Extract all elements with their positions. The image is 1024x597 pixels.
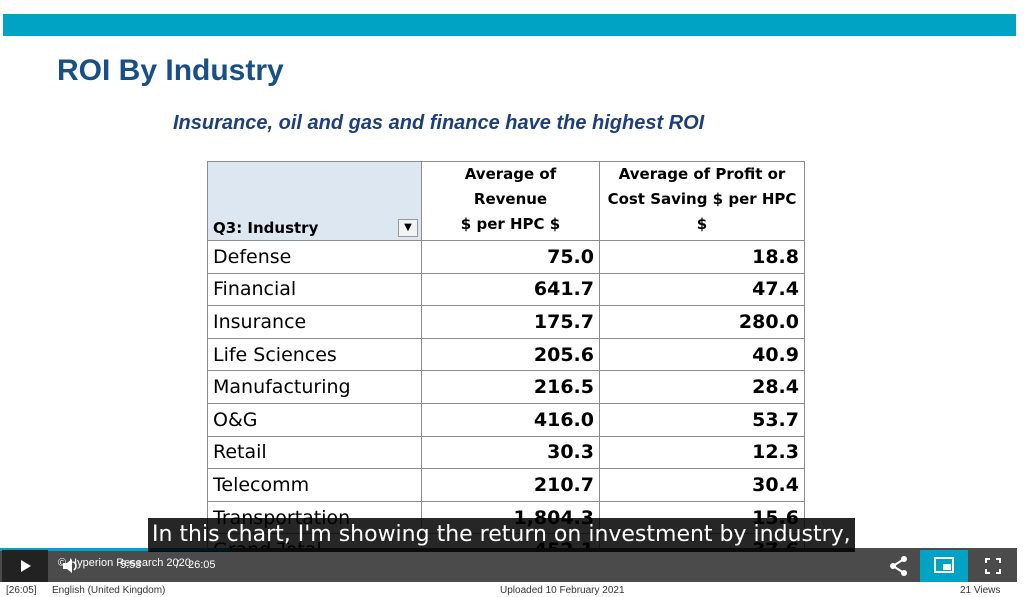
value-cell: 416.0 xyxy=(421,402,600,437)
value-cell: 75.0 xyxy=(421,240,600,274)
filter-button[interactable]: ▼ xyxy=(398,219,418,237)
industry-cell: O&G xyxy=(207,402,422,437)
table-row: Manufacturing 216.5 28.4 xyxy=(207,370,805,404)
footer-language: English (United Kingdom) xyxy=(52,585,166,596)
header-text: Average of Revenue xyxy=(464,165,557,208)
time-separator: / xyxy=(176,559,180,571)
value-cell: 205.6 xyxy=(421,337,600,372)
header-cell: Average of Revenue $ per HPC $ xyxy=(421,161,600,241)
industry-cell: Retail xyxy=(207,435,422,470)
value-cell: 210.7 xyxy=(421,468,600,502)
pip-button[interactable] xyxy=(920,550,968,582)
table-row: Life Sciences 205.6 40.9 xyxy=(207,337,805,372)
header-cell: Q3: Industry ▼ xyxy=(207,161,422,241)
industry-cell: Telecomm xyxy=(207,468,422,502)
play-icon xyxy=(21,560,31,572)
value-cell: 30.3 xyxy=(421,435,600,470)
pip-icon xyxy=(934,557,954,573)
industry-cell: Financial xyxy=(207,272,422,307)
top-bar xyxy=(3,14,1016,36)
slide-subtitle: Insurance, oil and gas and finance have … xyxy=(173,112,705,134)
value-cell: 30.4 xyxy=(599,468,805,502)
industry-cell: Defense xyxy=(207,240,422,274)
value-cell: 216.5 xyxy=(421,370,600,404)
table-row: Defense 75.0 18.8 xyxy=(207,240,805,274)
roi-table: Q3: Industry ▼ Average of Revenue $ per HPC… xyxy=(207,161,805,548)
duration: 26:05 xyxy=(188,559,216,571)
footer-views: 21 Views xyxy=(960,585,1001,596)
table-row: O&G 416.0 53.7 xyxy=(207,402,805,437)
header-text: Average of Profit or xyxy=(618,165,786,183)
share-button[interactable] xyxy=(888,555,910,577)
table-row: Retail 30.3 12.3 xyxy=(207,435,805,470)
slide-copyright: © Hyperion Research 2020 xyxy=(58,557,191,569)
value-cell: 12.3 xyxy=(599,435,805,470)
table-row: Telecomm 210.7 30.4 xyxy=(207,468,805,502)
value-cell: 53.7 xyxy=(599,402,805,437)
header-cell: Average of Profit or Cost Saving $ per HP… xyxy=(599,161,805,241)
footer-duration: [26:05] xyxy=(6,585,37,596)
value-cell: 18.8 xyxy=(599,240,805,274)
volume-icon[interactable] xyxy=(60,556,82,576)
table-row: Insurance 175.7 280.0 xyxy=(207,305,805,339)
header-row: Q3: Industry ▼ Average of Revenue $ per HPC… xyxy=(207,161,805,241)
current-time: 5:53 xyxy=(120,559,142,571)
header-text: Cost Saving $ per HPC $ xyxy=(607,190,797,233)
value-cell: 40.9 xyxy=(599,337,805,372)
slide-title: ROI By Industry xyxy=(57,54,284,87)
play-button[interactable] xyxy=(2,550,48,582)
value-cell: 175.7 xyxy=(421,305,600,339)
value-cell: 280.0 xyxy=(599,305,805,339)
industry-cell: Life Sciences xyxy=(207,337,422,372)
header-text: Q3: Industry xyxy=(213,219,319,237)
value-cell: 641.7 xyxy=(421,272,600,307)
industry-cell: Insurance xyxy=(207,305,422,339)
value-cell: 47.4 xyxy=(599,272,805,307)
control-bar xyxy=(0,548,1017,582)
footer-uploaded: Uploaded 10 February 2021 xyxy=(500,585,625,596)
table-row: Financial 641.7 47.4 xyxy=(207,272,805,307)
fullscreen-button[interactable] xyxy=(983,556,1003,576)
industry-cell: Manufacturing xyxy=(207,370,422,404)
subtitle-caption: In this chart, I'm showing the return on… xyxy=(148,518,855,552)
info-strip xyxy=(0,582,1024,597)
value-cell: 28.4 xyxy=(599,370,805,404)
progress-bar[interactable] xyxy=(0,548,230,551)
header-text: $ per HPC $ xyxy=(460,215,561,233)
table-container: Q3: Industry ▼ Average of Revenue $ per HPC… xyxy=(207,161,805,548)
